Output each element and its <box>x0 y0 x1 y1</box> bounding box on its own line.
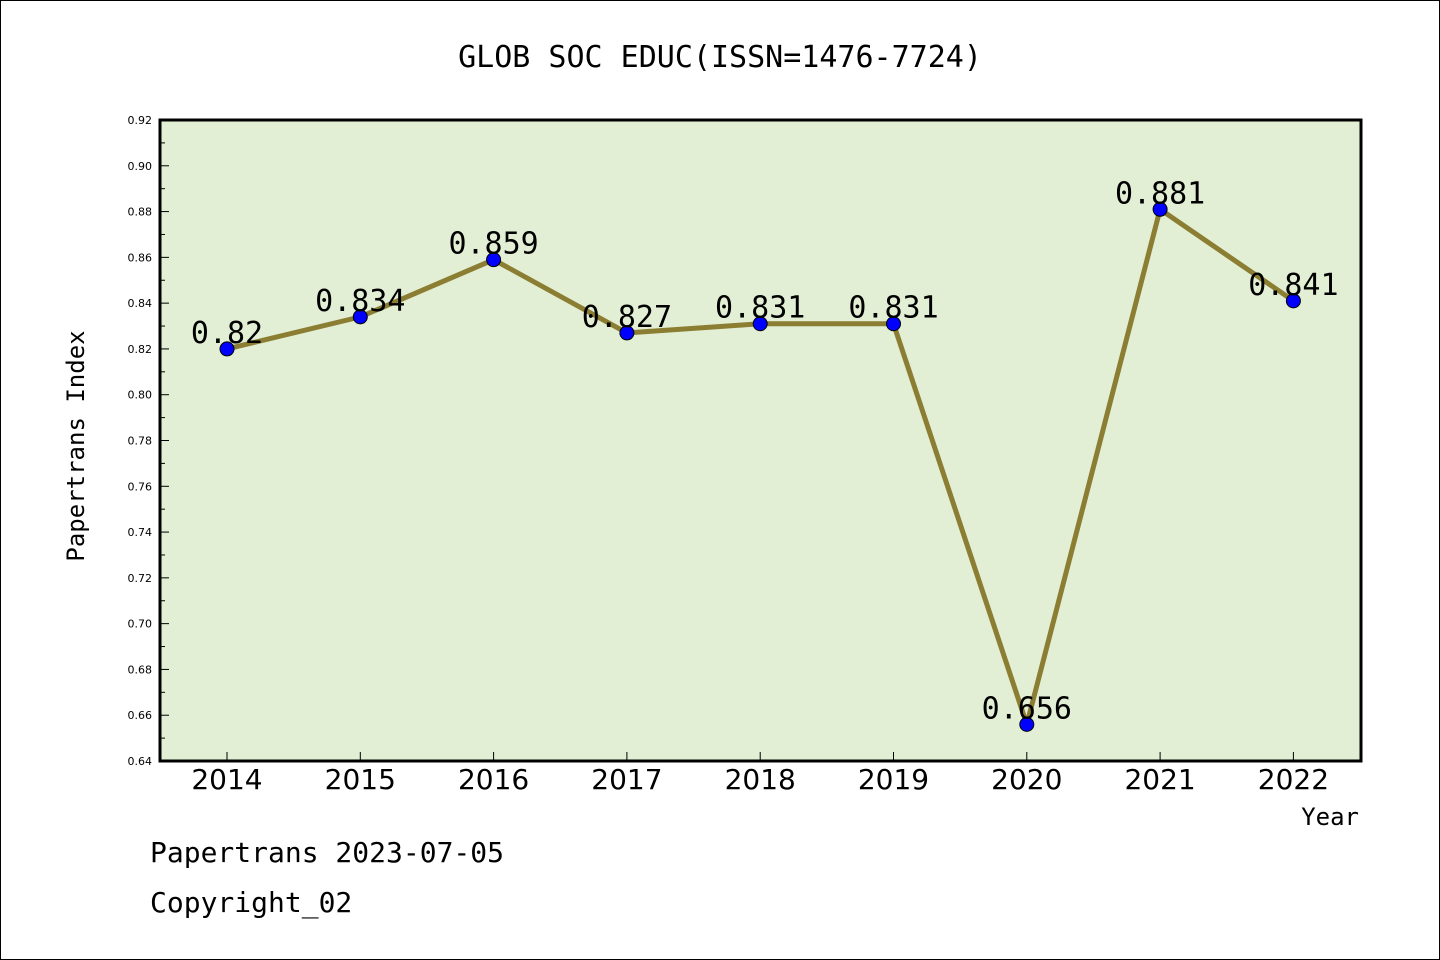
data-labels: 0.82 0.834 0.859 0.827 0.831 0.831 0.656 0.881 0… <box>191 176 1339 726</box>
y-tick-label: 0.90 <box>128 160 153 173</box>
data-label: 0.841 <box>1248 268 1338 303</box>
y-tick-label: 0.64 <box>128 755 153 768</box>
footer-copyright: Copyright_02 <box>150 886 353 919</box>
y-tick-label: 0.70 <box>128 618 153 631</box>
data-label: 0.859 <box>448 227 538 262</box>
data-label: 0.831 <box>715 291 805 326</box>
y-tick-label: 0.76 <box>128 480 153 493</box>
y-tick-label: 0.78 <box>128 435 153 448</box>
x-tick-label: 2021 <box>1124 763 1195 796</box>
y-axis: 0.64 0.66 0.68 0.70 0.72 0.74 0.76 0.78 0.80 0.82… <box>128 114 169 768</box>
data-label: 0.82 <box>191 316 263 351</box>
data-point <box>486 252 502 268</box>
data-label: 0.656 <box>982 691 1072 726</box>
x-tick-label: 2016 <box>458 763 529 796</box>
y-tick-label: 0.72 <box>128 572 153 585</box>
y-tick-label: 0.86 <box>128 251 153 264</box>
y-tick-label: 0.74 <box>128 526 153 539</box>
data-point <box>1152 201 1168 217</box>
data-points <box>219 201 1301 732</box>
y-tick-label: 0.88 <box>128 206 153 219</box>
x-tick-label: 2014 <box>191 763 262 796</box>
y-tick-label: 0.84 <box>128 297 153 310</box>
data-point <box>1019 716 1035 732</box>
x-tick-label: 2020 <box>991 763 1062 796</box>
data-point <box>1285 293 1301 309</box>
data-point <box>886 316 901 332</box>
x-axis: 2014 2015 2016 2017 2018 2019 2020 2021 2022 <box>191 752 1329 796</box>
y-tick-label: 0.66 <box>128 709 153 722</box>
data-point <box>219 341 235 357</box>
x-tick-label: 2018 <box>725 763 796 796</box>
x-tick-label: 2019 <box>858 763 929 796</box>
y-axis-title: Papertrans Index <box>62 330 90 561</box>
data-label: 0.831 <box>848 291 938 326</box>
data-point <box>619 325 635 341</box>
y-tick-label: 0.92 <box>128 114 153 127</box>
chart-title: GLOB SOC EDUC(ISSN=1476-7724) <box>458 40 982 75</box>
data-point <box>752 316 768 332</box>
footer-date: Papertrans 2023-07-05 <box>150 836 505 869</box>
x-axis-title: Year <box>1301 803 1359 831</box>
data-label: 0.881 <box>1115 176 1205 211</box>
y-tick-label: 0.80 <box>128 389 153 402</box>
data-point <box>352 309 368 325</box>
x-tick-label: 2022 <box>1258 763 1329 796</box>
data-label: 0.834 <box>315 284 405 319</box>
x-tick-label: 2017 <box>591 763 662 796</box>
x-tick-label: 2015 <box>325 763 396 796</box>
plot-area <box>158 118 1363 763</box>
data-label: 0.827 <box>582 300 672 335</box>
y-tick-label: 0.68 <box>128 663 153 676</box>
y-tick-label: 0.82 <box>128 343 153 356</box>
